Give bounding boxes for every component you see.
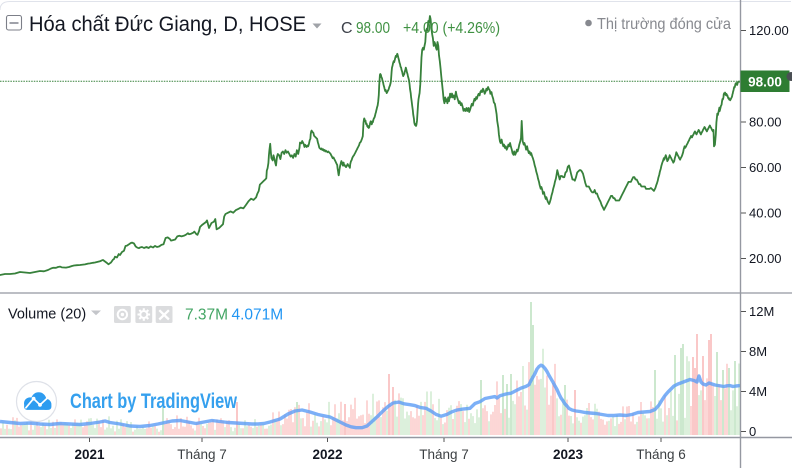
svg-text:20.00: 20.00 (749, 251, 782, 266)
svg-text:Tháng 7: Tháng 7 (177, 447, 227, 462)
svg-text:40.00: 40.00 (749, 206, 782, 221)
svg-text:80.00: 80.00 (749, 115, 782, 130)
svg-text:Volume (20): Volume (20) (8, 307, 86, 323)
svg-text:120.00: 120.00 (749, 23, 789, 38)
svg-text:98.00: 98.00 (748, 75, 782, 90)
svg-text:Thị trường đóng cửa: Thị trường đóng cửa (597, 16, 731, 33)
svg-text:8M: 8M (749, 344, 767, 359)
svg-text:2023: 2023 (553, 447, 584, 462)
svg-text:7.37M: 7.37M (185, 307, 228, 324)
svg-text:Chart by TradingView: Chart by TradingView (70, 389, 237, 413)
svg-text:Hóa chất Đức Giang, D, HOSE: Hóa chất Đức Giang, D, HOSE (29, 13, 306, 36)
svg-text:98.00: 98.00 (356, 20, 390, 37)
svg-text:Tháng 7: Tháng 7 (419, 447, 469, 462)
svg-text:Tháng 6: Tháng 6 (636, 447, 686, 462)
svg-text:0: 0 (749, 424, 756, 439)
svg-text:12M: 12M (749, 304, 774, 319)
svg-text:2021: 2021 (74, 447, 105, 462)
svg-text:60.00: 60.00 (749, 160, 782, 175)
svg-text:+4.00 (+4.26%): +4.00 (+4.26%) (403, 20, 500, 37)
svg-text:C: C (341, 20, 353, 37)
svg-text:4M: 4M (749, 384, 767, 399)
svg-text:2022: 2022 (312, 447, 342, 462)
svg-text:4.071M: 4.071M (232, 307, 284, 324)
